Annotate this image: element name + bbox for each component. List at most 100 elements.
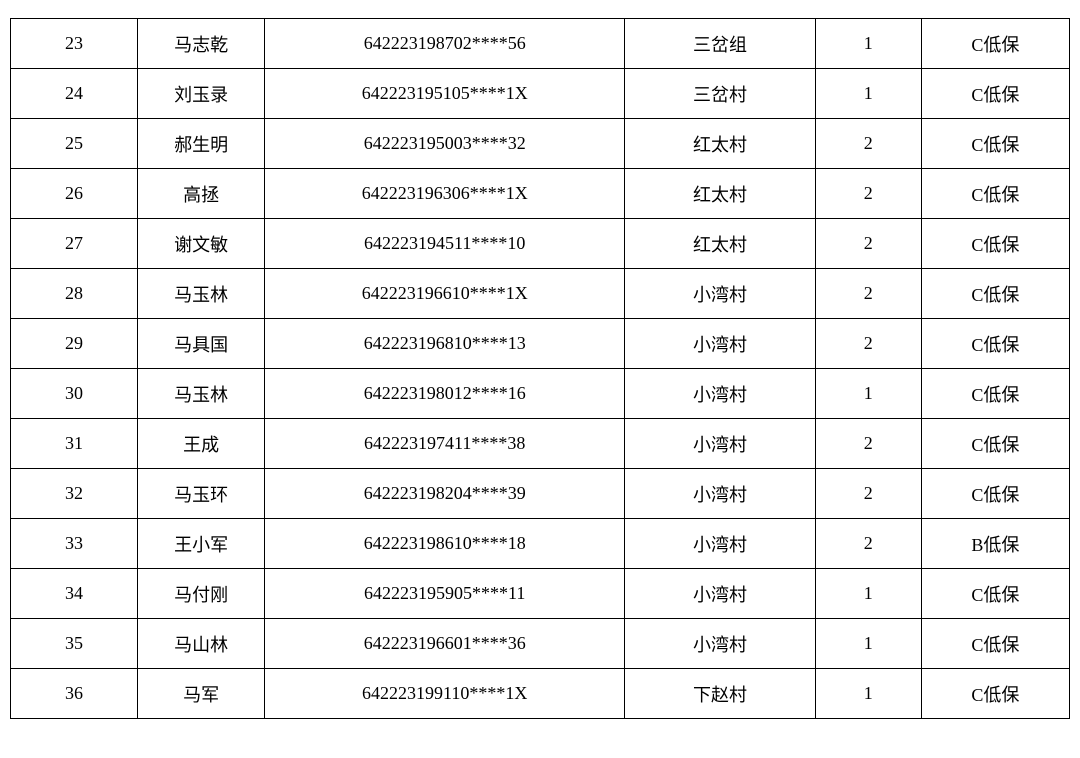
cell-name: 王成 [138, 419, 265, 469]
cell-category: B低保 [921, 519, 1069, 569]
table-row: 36马军642223199110****1X下赵村1C低保 [11, 669, 1070, 719]
cell-no: 25 [11, 119, 138, 169]
cell-no: 36 [11, 669, 138, 719]
cell-village: 三岔村 [625, 69, 816, 119]
cell-village: 小湾村 [625, 319, 816, 369]
cell-no: 29 [11, 319, 138, 369]
table-row: 34马付刚642223195905****11小湾村1C低保 [11, 569, 1070, 619]
cell-village: 小湾村 [625, 519, 816, 569]
cell-id: 642223198702****56 [265, 19, 625, 69]
cell-no: 24 [11, 69, 138, 119]
cell-category: C低保 [921, 269, 1069, 319]
cell-id: 642223195905****11 [265, 569, 625, 619]
table-row: 23马志乾642223198702****56三岔组1C低保 [11, 19, 1070, 69]
table-row: 26高拯642223196306****1X红太村2C低保 [11, 169, 1070, 219]
cell-name: 马付刚 [138, 569, 265, 619]
cell-no: 33 [11, 519, 138, 569]
cell-id: 642223195003****32 [265, 119, 625, 169]
cell-name: 马具国 [138, 319, 265, 369]
table-row: 28马玉林642223196610****1X小湾村2C低保 [11, 269, 1070, 319]
cell-count: 1 [815, 369, 921, 419]
cell-name: 王小军 [138, 519, 265, 569]
cell-id: 642223198204****39 [265, 469, 625, 519]
cell-village: 三岔组 [625, 19, 816, 69]
cell-village: 小湾村 [625, 469, 816, 519]
cell-no: 35 [11, 619, 138, 669]
cell-count: 2 [815, 119, 921, 169]
cell-village: 红太村 [625, 169, 816, 219]
cell-id: 642223197411****38 [265, 419, 625, 469]
cell-village: 小湾村 [625, 619, 816, 669]
cell-count: 1 [815, 569, 921, 619]
cell-name: 马志乾 [138, 19, 265, 69]
cell-no: 26 [11, 169, 138, 219]
table-row: 27谢文敏642223194511****10红太村2C低保 [11, 219, 1070, 269]
cell-name: 马山林 [138, 619, 265, 669]
cell-name: 马玉环 [138, 469, 265, 519]
cell-category: C低保 [921, 219, 1069, 269]
cell-id: 642223199110****1X [265, 669, 625, 719]
cell-id: 642223198610****18 [265, 519, 625, 569]
cell-category: C低保 [921, 569, 1069, 619]
cell-no: 32 [11, 469, 138, 519]
cell-id: 642223194511****10 [265, 219, 625, 269]
records-tbody: 23马志乾642223198702****56三岔组1C低保24刘玉录64222… [11, 19, 1070, 719]
table-row: 24刘玉录642223195105****1X三岔村1C低保 [11, 69, 1070, 119]
cell-count: 2 [815, 319, 921, 369]
cell-id: 642223196601****36 [265, 619, 625, 669]
cell-category: C低保 [921, 419, 1069, 469]
table-row: 35马山林642223196601****36小湾村1C低保 [11, 619, 1070, 669]
cell-id: 642223196610****1X [265, 269, 625, 319]
cell-count: 1 [815, 69, 921, 119]
cell-name: 马军 [138, 669, 265, 719]
cell-id: 642223196810****13 [265, 319, 625, 369]
cell-count: 1 [815, 669, 921, 719]
cell-category: C低保 [921, 669, 1069, 719]
cell-no: 34 [11, 569, 138, 619]
table-row: 31王成642223197411****38小湾村2C低保 [11, 419, 1070, 469]
cell-no: 28 [11, 269, 138, 319]
table-row: 32马玉环642223198204****39小湾村2C低保 [11, 469, 1070, 519]
cell-name: 郝生明 [138, 119, 265, 169]
cell-village: 红太村 [625, 119, 816, 169]
cell-count: 1 [815, 619, 921, 669]
table-row: 33王小军642223198610****18小湾村2B低保 [11, 519, 1070, 569]
cell-count: 2 [815, 219, 921, 269]
cell-name: 刘玉录 [138, 69, 265, 119]
cell-name: 马玉林 [138, 369, 265, 419]
cell-id: 642223195105****1X [265, 69, 625, 119]
cell-count: 2 [815, 519, 921, 569]
cell-category: C低保 [921, 319, 1069, 369]
cell-category: C低保 [921, 19, 1069, 69]
cell-count: 2 [815, 419, 921, 469]
cell-category: C低保 [921, 469, 1069, 519]
cell-name: 马玉林 [138, 269, 265, 319]
cell-category: C低保 [921, 169, 1069, 219]
cell-name: 谢文敏 [138, 219, 265, 269]
cell-no: 23 [11, 19, 138, 69]
cell-category: C低保 [921, 619, 1069, 669]
cell-category: C低保 [921, 119, 1069, 169]
cell-count: 2 [815, 169, 921, 219]
records-table: 23马志乾642223198702****56三岔组1C低保24刘玉录64222… [10, 18, 1070, 719]
cell-count: 2 [815, 269, 921, 319]
cell-category: C低保 [921, 69, 1069, 119]
cell-village: 小湾村 [625, 269, 816, 319]
cell-no: 31 [11, 419, 138, 469]
cell-id: 642223198012****16 [265, 369, 625, 419]
cell-village: 小湾村 [625, 419, 816, 469]
table-row: 29马具国642223196810****13小湾村2C低保 [11, 319, 1070, 369]
cell-no: 27 [11, 219, 138, 269]
cell-no: 30 [11, 369, 138, 419]
table-row: 25郝生明642223195003****32红太村2C低保 [11, 119, 1070, 169]
cell-count: 2 [815, 469, 921, 519]
cell-village: 下赵村 [625, 669, 816, 719]
cell-village: 小湾村 [625, 569, 816, 619]
table-row: 30马玉林642223198012****16小湾村1C低保 [11, 369, 1070, 419]
cell-count: 1 [815, 19, 921, 69]
cell-id: 642223196306****1X [265, 169, 625, 219]
cell-category: C低保 [921, 369, 1069, 419]
cell-village: 红太村 [625, 219, 816, 269]
cell-name: 高拯 [138, 169, 265, 219]
cell-village: 小湾村 [625, 369, 816, 419]
